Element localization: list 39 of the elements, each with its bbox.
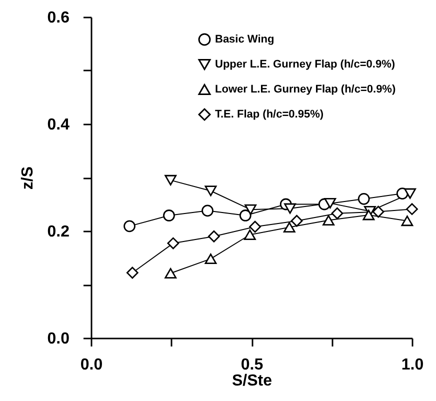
point (164, 268, 177, 279)
legend-label: Basic Wing (215, 34, 274, 46)
x-tick-label: 1.0 (401, 356, 424, 374)
legend-label: T.E. Flap (h/c=0.95%) (215, 108, 324, 120)
point (331, 207, 344, 220)
point (290, 214, 303, 227)
point (163, 210, 175, 222)
point (283, 222, 296, 232)
point (244, 204, 256, 215)
point (322, 215, 334, 226)
point (124, 220, 136, 232)
y-axis-title: z/S (19, 166, 36, 190)
point (167, 237, 180, 250)
point (208, 230, 220, 242)
point (202, 204, 214, 217)
point (204, 254, 217, 264)
y-tick-label: 0.2 (47, 224, 70, 240)
point (126, 266, 138, 279)
legend-label: Upper L.E. Gurney Flap (h/c=0.9%) (215, 58, 396, 70)
y-tick-label: 0.0 (47, 330, 70, 348)
point (239, 210, 252, 222)
point (404, 188, 416, 199)
point (324, 198, 336, 208)
point (362, 210, 375, 220)
legend-label: Lower L.E. Gurney Flap (h/c=0.9%) (215, 84, 396, 96)
point (244, 230, 256, 240)
point (401, 216, 414, 226)
point (358, 192, 370, 205)
point (284, 203, 296, 214)
point (372, 206, 384, 218)
point (249, 220, 261, 233)
point (406, 203, 418, 216)
y-tick-label: 0.4 (47, 116, 70, 134)
x-tick-label: 0.5 (240, 356, 264, 374)
x-axis-title: S/Ste (232, 372, 272, 390)
point (204, 186, 217, 196)
x-tick-label: 0.0 (80, 356, 103, 374)
y-tick-label: 0.6 (47, 10, 70, 26)
point (164, 174, 177, 186)
